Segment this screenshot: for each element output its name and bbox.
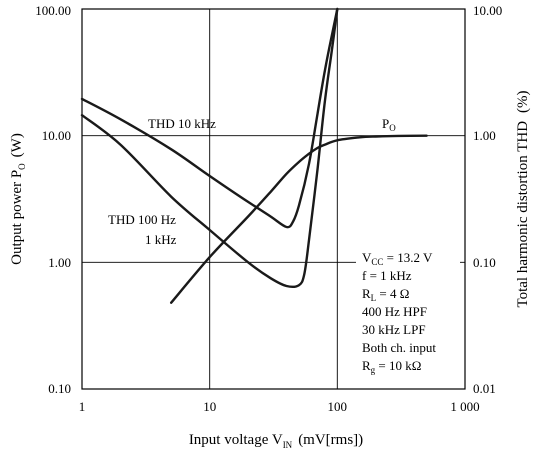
y-left-tick-label: 0.10 (48, 381, 71, 396)
y-right-tick-label: 10.00 (473, 3, 502, 18)
y-right-tick-label: 0.01 (473, 381, 496, 396)
x-axis-title-main: Input voltage V (189, 432, 283, 448)
condition-f: f = 1 kHz (362, 268, 412, 283)
y-right-tick-label: 0.10 (473, 255, 496, 270)
y-left-tick-labels: 0.10 1.00 10.00 100.00 (35, 3, 71, 396)
x-axis-title: Input voltage VIN (mV[rms]) (189, 432, 363, 450)
condition-vcc-rest: = 13.2 V (383, 250, 433, 265)
annotation-thd-1khz: 1 kHz (145, 232, 177, 247)
annotation-po-main: P (382, 116, 389, 131)
condition-vcc-sub: CC (371, 257, 383, 267)
y-left-tick-label: 10.00 (42, 128, 71, 143)
x-tick-label: 100 (328, 399, 348, 414)
annotation-po: PO (382, 116, 396, 133)
y-right-tick-labels: 0.01 0.10 1.00 10.00 (473, 3, 502, 396)
condition-rl: RL = 4 Ω (362, 286, 409, 303)
x-tick-label: 1 (79, 399, 86, 414)
annotation-po-sub: O (389, 123, 396, 133)
condition-rl-rest: = 4 Ω (376, 286, 409, 301)
condition-rl-main: R (362, 286, 371, 301)
condition-rg-main: R (362, 358, 371, 373)
y-left-tick-label: 1.00 (48, 255, 71, 270)
condition-hpf: 400 Hz HPF (362, 304, 427, 319)
condition-lpf: 30 kHz LPF (362, 322, 426, 337)
x-axis-title-sub: IN (283, 440, 293, 450)
y-left-tick-label: 100.00 (35, 3, 71, 18)
y-left-axis-title: Output power PO (W) (9, 133, 27, 265)
annotation-thd-10khz: THD 10 kHz (148, 116, 216, 131)
y-right-axis-title-unit: (%) (515, 90, 531, 113)
y-right-tick-label: 1.00 (473, 128, 496, 143)
condition-both: Both ch. input (362, 340, 436, 355)
y-left-axis-title-main: Output power P (9, 170, 25, 265)
x-tick-labels: 1 10 100 1 000 (79, 399, 480, 414)
x-axis-title-unit: (mV[rms]) (298, 432, 363, 448)
y-left-axis-title-sub: O (17, 163, 27, 170)
y-right-axis-title: Total harmonic distortion THD (%) (515, 90, 531, 307)
x-tick-label: 10 (203, 399, 216, 414)
y-left-axis-title-unit: (W) (9, 133, 25, 157)
annotation-thd-100hz: THD 100 Hz (108, 212, 176, 227)
condition-rg-rest: = 10 kΩ (375, 358, 421, 373)
x-tick-label: 1 000 (450, 399, 479, 414)
y-right-axis-title-main: Total harmonic distortion THD (515, 121, 531, 308)
